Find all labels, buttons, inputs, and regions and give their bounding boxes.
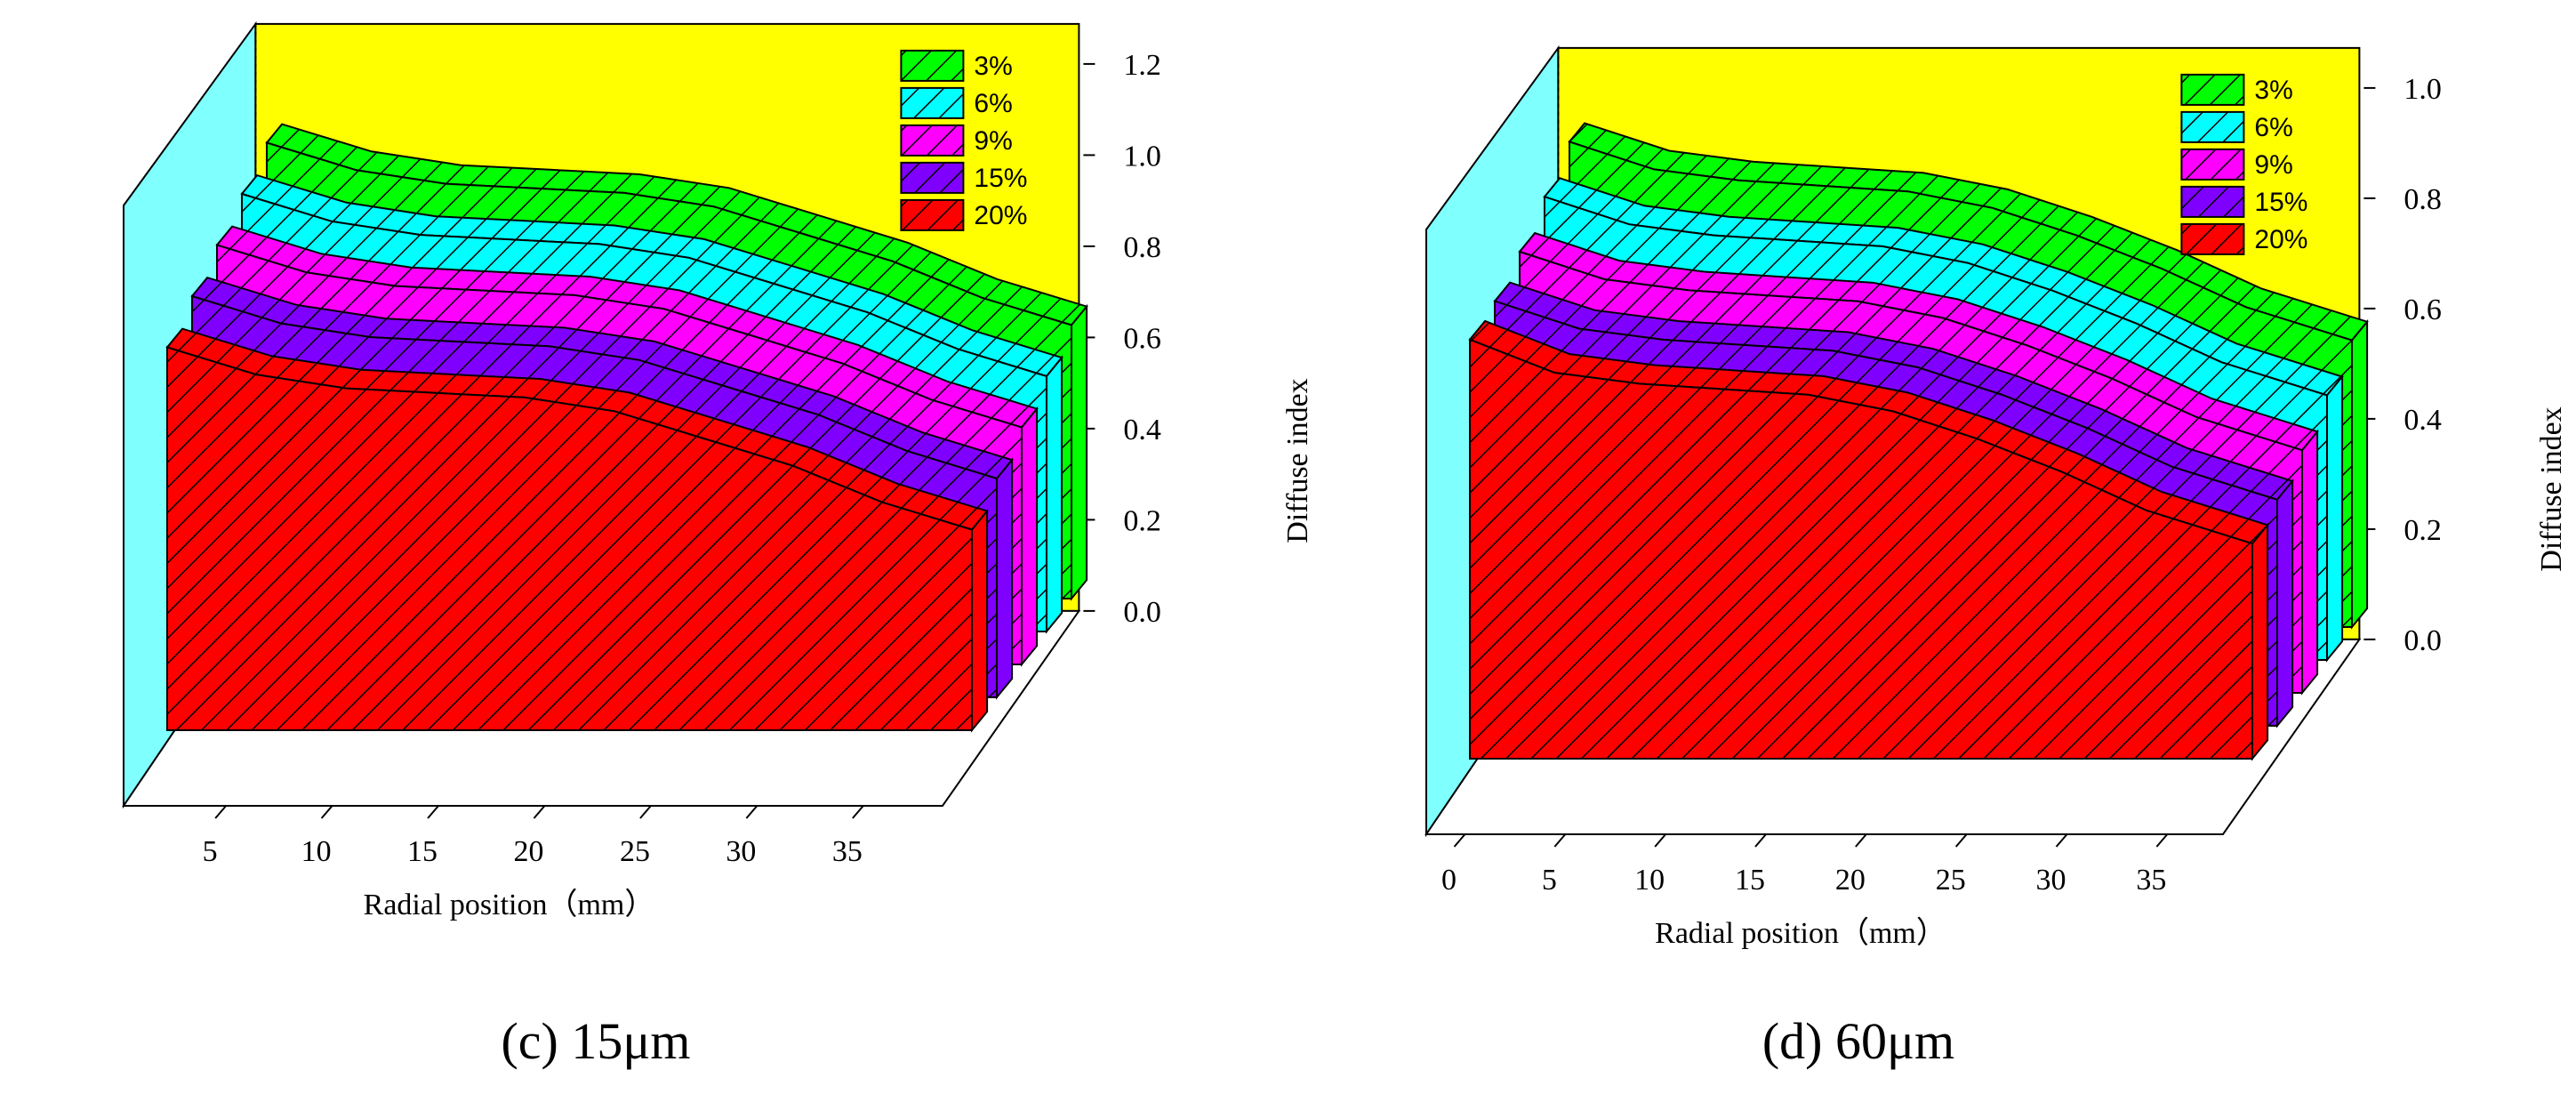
legend-swatch-hatch xyxy=(901,50,964,81)
y-tick-label: 0.2 xyxy=(2403,514,2442,547)
series-20pct xyxy=(165,327,989,733)
x-tick-mark xyxy=(639,805,652,819)
x-tick-label: 25 xyxy=(1936,864,1966,897)
series-top-hatch xyxy=(1520,233,2318,451)
series-20pct xyxy=(1468,319,2269,761)
series-side-face xyxy=(971,508,989,733)
x-tick-label: 15 xyxy=(1735,864,1765,897)
series-side-face xyxy=(1046,355,1063,634)
figure-caption: (c) 15μm xyxy=(501,1012,690,1070)
y-axis-label: Diffuse index xyxy=(1281,378,1314,543)
x-tick-label: 15 xyxy=(407,835,437,868)
legend-label: 20% xyxy=(2254,225,2307,254)
x-tick-label: 35 xyxy=(2136,864,2166,897)
x-tick-mark xyxy=(745,805,758,819)
x-axis-label: Radial position（mm） xyxy=(1655,916,1946,950)
legend-label: 9% xyxy=(2254,150,2292,180)
x-tick-mark xyxy=(1553,833,1567,848)
x-tick-mark xyxy=(1855,833,1867,848)
x-tick-label: 30 xyxy=(2036,864,2066,897)
series-side-face xyxy=(2351,318,2369,630)
x-tick-mark xyxy=(533,805,546,819)
series-top-hatch xyxy=(1569,123,2368,341)
chart-panel-c: 5 10 15 20 25 30 35 Radial position（mm） 0.0 0.2 0.… xyxy=(122,20,1314,1070)
series-top-hatch xyxy=(267,124,1087,326)
series-side-face xyxy=(1071,303,1088,601)
series-top-hatch xyxy=(1470,320,2268,544)
legend-label: 3% xyxy=(2254,76,2292,105)
legend-swatch-hatch xyxy=(2181,149,2244,180)
y-axis-label: Diffuse index xyxy=(2535,406,2568,571)
series-area-hatch xyxy=(167,347,972,730)
series-side-face xyxy=(2276,479,2294,728)
x-tick-mark xyxy=(1654,833,1666,848)
x-tick-label: 30 xyxy=(726,835,756,868)
x-tick-label: 25 xyxy=(620,835,650,868)
legend-label: 6% xyxy=(974,89,1012,118)
x-tick-label: 20 xyxy=(514,835,544,868)
legend-swatch-hatch xyxy=(901,125,964,156)
legend-swatch-hatch xyxy=(901,162,964,193)
series-top-hatch xyxy=(167,328,988,530)
x-tick-label: 10 xyxy=(301,835,332,868)
x-tick-mark xyxy=(2055,833,2068,848)
y-tick-label: 1.0 xyxy=(2403,73,2442,106)
figure-caption: (d) 60μm xyxy=(1762,1012,1954,1070)
x-tick-mark xyxy=(2155,833,2169,848)
y-tick-label: 0.0 xyxy=(2403,624,2442,657)
series-side-face xyxy=(2301,429,2319,696)
y-tick-label: 0.0 xyxy=(1123,596,1161,629)
x-tick-label: 0 xyxy=(1441,864,1457,897)
series-top-hatch xyxy=(1545,178,2343,396)
y-tick-label: 0.6 xyxy=(2403,294,2442,326)
legend-label: 15% xyxy=(974,164,1027,193)
y-tick-label: 0.2 xyxy=(1123,504,1161,537)
legend-swatch-hatch xyxy=(2181,74,2244,105)
y-tick-label: 0.8 xyxy=(1123,231,1161,264)
x-tick-mark xyxy=(320,805,333,819)
x-tick-label: 10 xyxy=(1634,864,1665,897)
series-side-face xyxy=(1021,406,1039,667)
x-tick-mark xyxy=(852,805,864,819)
legend-swatch-hatch xyxy=(901,87,964,118)
x-tick-label: 20 xyxy=(1835,864,1866,897)
series-side-face xyxy=(2251,522,2269,761)
y-tick-label: 0.6 xyxy=(1123,322,1161,355)
legend-label: 3% xyxy=(974,52,1012,81)
y-tick-label: 0.8 xyxy=(2403,183,2442,216)
y-tick-label: 0.4 xyxy=(2403,404,2442,437)
x-tick-mark xyxy=(214,805,227,819)
series-side-face xyxy=(996,457,1014,700)
chart-panel-d: 0 5 10 15 20 25 30 35 Radial position（mm） 0.0 0.2 0… xyxy=(1424,44,2568,1070)
series-area-hatch xyxy=(1470,339,2252,759)
series-top-hatch xyxy=(217,226,1038,428)
x-tick-mark xyxy=(427,805,439,819)
legend-swatch-hatch xyxy=(2181,111,2244,142)
y-tick-label: 1.2 xyxy=(1123,49,1161,82)
x-tick-label: 5 xyxy=(1542,864,1557,897)
x-tick-mark xyxy=(1453,833,1466,848)
series-top-hatch xyxy=(242,175,1063,376)
x-tick-mark xyxy=(1754,833,1767,848)
legend-label: 15% xyxy=(2254,188,2307,217)
legend-label: 9% xyxy=(974,126,1012,156)
legend-swatch-hatch xyxy=(2181,186,2244,217)
legend-swatch-hatch xyxy=(901,199,964,230)
legend-label: 6% xyxy=(2254,113,2292,142)
x-tick-label: 5 xyxy=(203,835,218,868)
y-tick-label: 0.4 xyxy=(1123,414,1161,446)
x-tick-mark xyxy=(1954,833,1968,848)
legend-label: 20% xyxy=(974,201,1027,230)
x-axis-label: Radial position（mm） xyxy=(364,888,655,921)
series-side-face xyxy=(2326,374,2344,663)
series-top-hatch xyxy=(1495,282,2293,500)
legend-swatch-hatch xyxy=(2181,223,2244,254)
x-tick-label: 35 xyxy=(832,835,863,868)
y-tick-label: 1.0 xyxy=(1123,140,1161,173)
series-top-hatch xyxy=(192,278,1013,479)
